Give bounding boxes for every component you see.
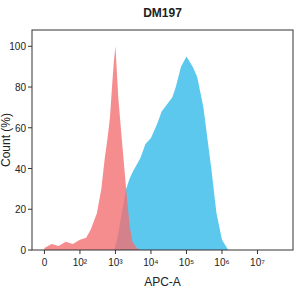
x-tick (150, 250, 151, 254)
y-tick-label: 100 (9, 41, 26, 52)
y-tick-label: 60 (15, 123, 27, 134)
x-tick-label: 10² (73, 257, 88, 268)
x-tick (186, 250, 187, 254)
y-tick (28, 127, 32, 128)
x-tick (79, 250, 80, 254)
plot-frame (32, 30, 293, 250)
x-axis-label: APC-A (144, 275, 181, 289)
y-tick (28, 168, 32, 169)
x-tick-label: 10⁵ (179, 257, 194, 268)
y-tick (28, 46, 32, 47)
x-tick-label: 10⁷ (250, 257, 265, 268)
y-tick (28, 87, 32, 88)
y-tick (28, 250, 32, 251)
chart: DM197 0 20 40 60 80 100 0 10² 10³ 10⁴ 10⁵ 10⁶ 10⁷ APC-… (0, 0, 300, 300)
x-tick (221, 250, 222, 254)
plot-area (44, 46, 228, 250)
x-tick-label: 10⁴ (143, 257, 158, 268)
y-tick-label: 40 (15, 164, 27, 175)
x-tick (44, 250, 45, 254)
y-tick-label: 20 (15, 204, 27, 215)
title: DM197 (143, 6, 182, 20)
x-tick (257, 250, 258, 254)
histogram-area (44, 56, 228, 250)
y-tick-label: 80 (15, 82, 27, 93)
x-tick (115, 250, 116, 254)
y-tick (28, 209, 32, 210)
y-axis-label: Count (%) (0, 113, 13, 167)
x-tick-label: 10⁶ (214, 257, 229, 268)
histogram-area (44, 46, 228, 250)
y-tick-label: 0 (20, 245, 26, 256)
x-tick-label: 10³ (108, 257, 123, 268)
x-tick-label: 0 (42, 257, 48, 268)
